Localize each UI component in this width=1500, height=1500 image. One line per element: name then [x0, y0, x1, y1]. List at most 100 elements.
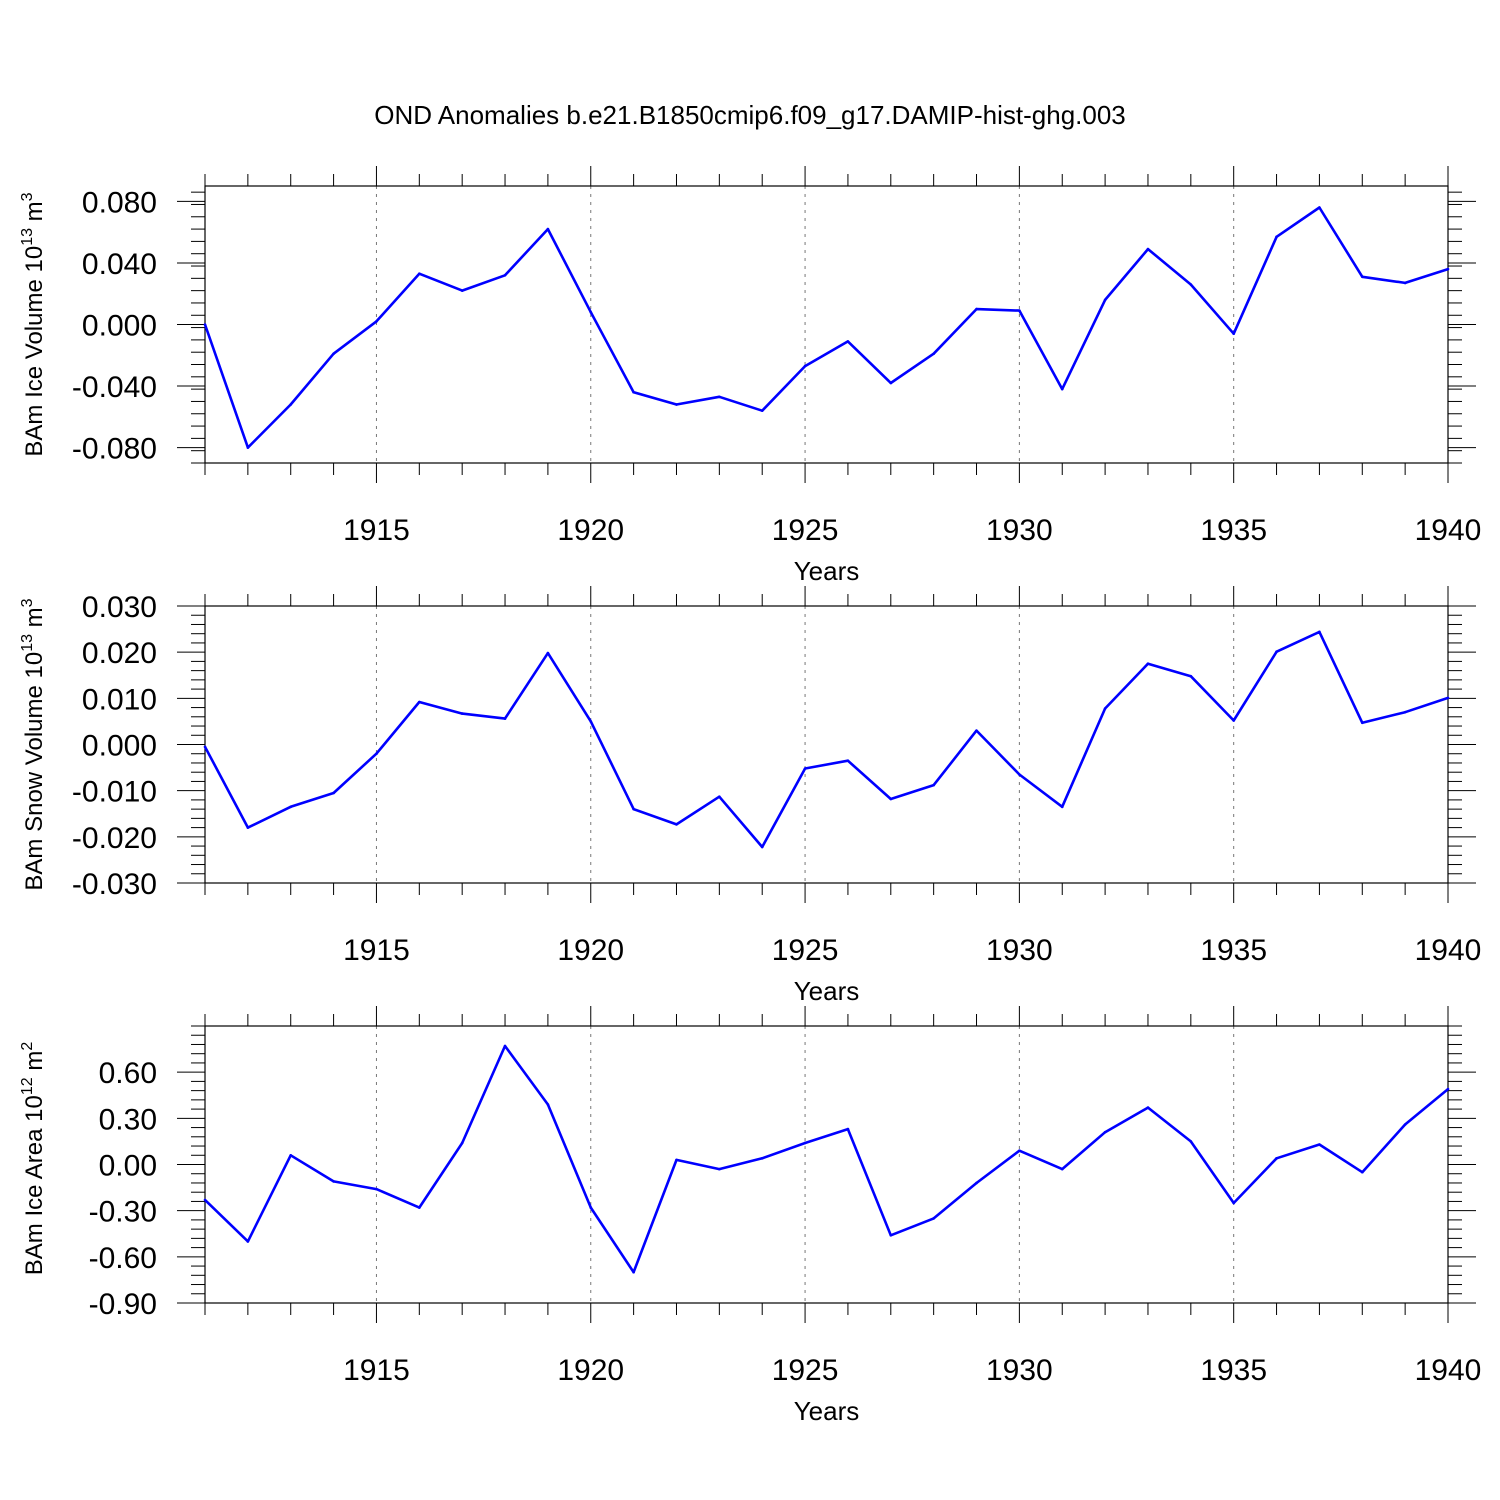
x-tick-label: 1925	[772, 514, 839, 547]
data-point	[1103, 707, 1107, 710]
data-point	[375, 1187, 378, 1191]
data-point	[1189, 674, 1193, 678]
x-axis-label: Years	[794, 1396, 860, 1426]
x-tick-label: 1920	[557, 934, 624, 967]
data-point	[675, 403, 678, 406]
data-point	[975, 729, 978, 732]
data-point	[332, 352, 335, 356]
data-point	[1360, 275, 1364, 279]
data-point	[246, 1240, 250, 1243]
data-point	[1146, 662, 1150, 666]
data-point	[846, 1127, 850, 1131]
data-point	[932, 783, 935, 787]
data-point	[1060, 1167, 1064, 1171]
x-axis-label: Years	[794, 556, 860, 586]
data-point	[332, 791, 335, 795]
y-tick-label: -0.040	[72, 371, 157, 404]
data-point	[589, 720, 593, 723]
series-line	[204, 1044, 1449, 1274]
data-point	[1275, 650, 1278, 654]
data-point	[846, 340, 850, 343]
x-tick-label: 1930	[986, 1354, 1053, 1387]
y-tick-label: 0.000	[82, 730, 157, 763]
data-point	[375, 320, 378, 323]
x-axis-label: Years	[794, 976, 860, 1006]
data-point	[460, 712, 464, 715]
data-point	[632, 1270, 635, 1274]
data-point	[1146, 1106, 1150, 1109]
data-point	[1403, 710, 1407, 714]
data-point	[718, 795, 721, 798]
data-point	[803, 1141, 807, 1145]
data-point	[332, 1180, 335, 1183]
data-point	[803, 364, 807, 368]
y-tick-label: 0.030	[82, 591, 157, 624]
data-point	[632, 807, 635, 811]
data-point	[1146, 247, 1150, 251]
data-point	[503, 717, 507, 720]
data-point	[1446, 267, 1450, 271]
y-axis-label: BAm Ice Volume 1013 m3	[19, 192, 48, 456]
series-line	[203, 206, 1449, 449]
x-tick-label: 1930	[986, 514, 1053, 547]
data-point	[975, 1181, 978, 1185]
data-point	[1275, 1157, 1278, 1160]
data-point	[675, 823, 678, 826]
panel-1: 1915 1920 1925 1930 1935 1940 Years -0.080 -0.04…	[19, 166, 1481, 586]
y-tick-label: 0.020	[82, 637, 157, 670]
data-point	[589, 1206, 593, 1209]
x-tick-label: 1915	[343, 934, 410, 967]
data-point	[846, 759, 850, 762]
x-tick-label: 1920	[557, 514, 624, 547]
x-tick-label: 1940	[1415, 934, 1482, 967]
data-point	[718, 1167, 721, 1171]
y-tick-label: 0.010	[82, 683, 157, 716]
y-tick-label: -0.010	[72, 776, 157, 809]
x-tick-label: 1915	[343, 514, 410, 547]
y-tick-label: -0.90	[89, 1288, 157, 1321]
data-point	[546, 1103, 550, 1106]
data-point	[1018, 309, 1021, 312]
data-point	[1360, 1170, 1364, 1174]
data-point	[632, 390, 635, 394]
x-tick-label: 1935	[1200, 514, 1267, 547]
y-tick-label: 0.30	[99, 1103, 157, 1136]
data-point	[1403, 281, 1407, 285]
data-point	[1318, 1143, 1321, 1146]
data-point	[889, 797, 893, 801]
data-point	[1060, 387, 1064, 391]
data-point	[675, 1158, 678, 1162]
data-point	[418, 1206, 421, 1209]
x-tick-label: 1935	[1200, 934, 1267, 967]
x-tick-label: 1925	[772, 1354, 839, 1387]
plot-frame	[204, 1025, 1449, 1304]
data-point	[1018, 773, 1021, 776]
data-point	[1403, 1123, 1407, 1126]
data-point	[289, 805, 293, 809]
data-point	[1318, 206, 1321, 209]
data-point	[718, 395, 721, 399]
data-point	[889, 1233, 893, 1237]
data-point	[889, 381, 893, 385]
data-point	[418, 700, 421, 704]
panel-3: 1915 1920 1925 1930 1935 1940 Years -0.90 -0.60 -…	[19, 1006, 1481, 1426]
y-tick-label: 0.040	[82, 248, 157, 281]
y-tick-label: 0.60	[99, 1057, 157, 1090]
data-point	[1103, 1130, 1107, 1134]
data-point	[803, 767, 807, 770]
data-point	[975, 307, 978, 311]
data-point	[203, 1198, 207, 1202]
data-point	[1232, 332, 1235, 336]
data-point	[460, 289, 464, 292]
y-axis-label: BAm Snow Volume 1013 m3	[19, 598, 48, 890]
data-point	[1232, 719, 1235, 722]
data-point	[1103, 298, 1107, 302]
data-point	[246, 826, 250, 829]
data-point	[932, 352, 935, 356]
data-point	[1360, 721, 1364, 725]
data-point	[1318, 630, 1321, 634]
chart-title: OND Anomalies b.e21.B1850cmip6.f09_g17.D…	[374, 100, 1126, 130]
data-point	[546, 227, 550, 231]
data-point	[375, 752, 378, 756]
